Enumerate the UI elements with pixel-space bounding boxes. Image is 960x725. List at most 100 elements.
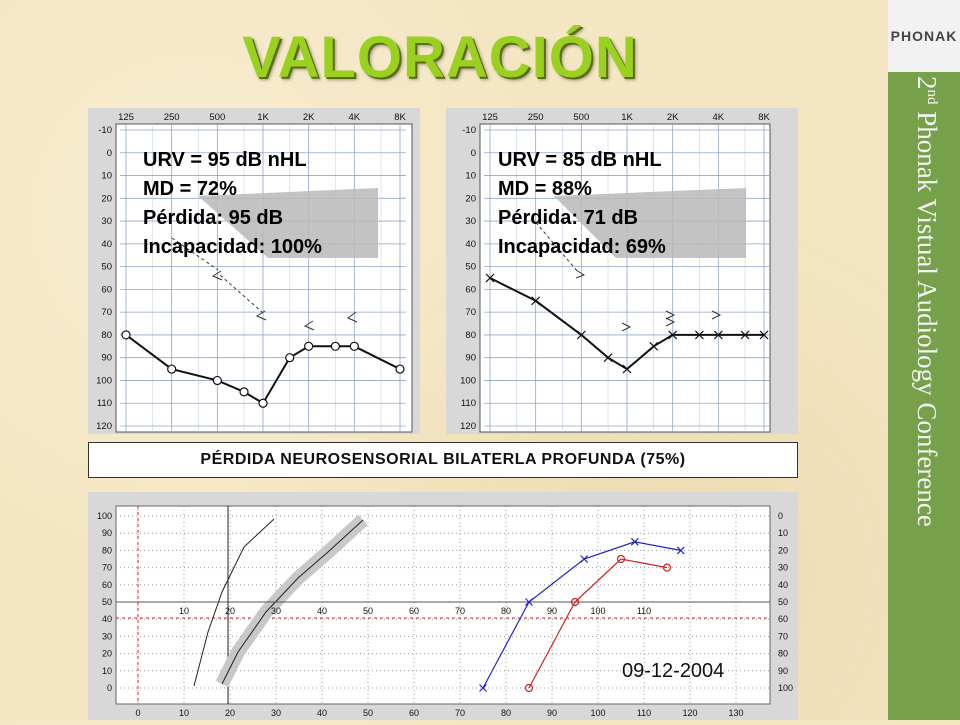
speech-series <box>479 537 685 693</box>
y-left-tick-label: 40 <box>102 614 112 624</box>
y-tick-label: 30 <box>465 216 476 227</box>
audiogram-right-stats: URV = 85 dB nHL MD = 88% Pérdida: 71 dB … <box>498 146 666 262</box>
x-tick-label: 8K <box>394 112 406 123</box>
y-tick-label: 120 <box>460 421 476 432</box>
data-point-circle <box>167 364 177 374</box>
y-tick-label: 100 <box>96 375 112 386</box>
y-right-tick-label: 50 <box>778 597 788 607</box>
data-point-circle <box>570 597 580 607</box>
data-point-x <box>649 341 659 351</box>
x-tick-label: 50 <box>363 708 373 718</box>
bone-marker <box>347 311 358 323</box>
data-point-x <box>630 537 639 546</box>
y-right-tick-label: 10 <box>778 528 788 538</box>
x-tick-label: 120 <box>682 708 697 718</box>
bone-marker <box>255 310 267 321</box>
bone-marker <box>621 322 632 332</box>
page-title: VALORACIÓN <box>242 25 638 90</box>
stat-urv: URV = 85 dB nHL <box>498 149 662 171</box>
x-tick-label: 0 <box>135 708 140 718</box>
x-tick-label: 10 <box>179 708 189 718</box>
y-tick-label: -10 <box>462 125 476 136</box>
stat-perdida: Pérdida: 71 dB <box>498 207 639 229</box>
data-point-x <box>740 330 750 340</box>
audiogram-line <box>125 334 401 405</box>
x-tick-label: 2K <box>303 112 315 123</box>
y-tick-label: 80 <box>465 330 476 341</box>
inner-x-tick-label: 10 <box>179 606 189 616</box>
y-tick-label: 90 <box>101 353 112 364</box>
data-point-circle <box>121 330 131 340</box>
y-right-tick-label: 100 <box>778 683 793 693</box>
data-point-x <box>479 684 487 692</box>
data-point-x <box>759 330 769 340</box>
y-right-tick-label: 40 <box>778 580 788 590</box>
y-tick-label: 60 <box>101 284 112 295</box>
audiogram-left-y-ticks: -10 0 10 20 30 40 50 60 70 80 90 100 110 120 <box>96 125 112 432</box>
conference-title-wrap: 2nd Phonak Vistual Audiology Conference <box>894 76 954 686</box>
data-point-circle <box>616 554 626 564</box>
speech-line <box>528 558 668 689</box>
y-tick-label: 20 <box>465 193 476 204</box>
speech-norm-curves <box>193 514 368 688</box>
y-tick-label: 70 <box>101 307 112 318</box>
bone-marker <box>211 270 223 281</box>
y-tick-label: -10 <box>98 125 112 136</box>
x-tick-label: 125 <box>118 112 134 123</box>
stat-md: MD = 88% <box>498 178 592 200</box>
inner-x-tick-label: 110 <box>637 606 651 616</box>
data-point-circle <box>395 364 405 374</box>
y-tick-label: 70 <box>465 307 476 318</box>
conference-title: 2nd Phonak Vistual Audiology Conference <box>911 76 942 527</box>
y-right-tick-label: 30 <box>778 563 788 573</box>
audiogram-right-panel: 125 250 500 1K 2K 4K 8K -10 0 10 20 30 40 50 60 70 80 90… <box>446 108 798 434</box>
x-tick-label: 2K <box>667 112 679 123</box>
y-right-tick-label: 80 <box>778 649 788 659</box>
y-tick-label: 10 <box>465 171 476 182</box>
inner-x-tick-label: 30 <box>271 606 281 616</box>
x-tick-label: 500 <box>573 112 589 123</box>
x-tick-label: 100 <box>590 708 605 718</box>
inner-x-tick-label: 80 <box>501 606 511 616</box>
y-tick-label: 20 <box>101 193 112 204</box>
stat-incapacidad: Incapacidad: 100% <box>143 236 322 258</box>
audiogram-left-bone-markers <box>171 237 358 331</box>
data-point-x <box>603 353 613 363</box>
audiogram-right-series <box>485 273 769 374</box>
y-tick-label: 100 <box>460 375 476 386</box>
y-right-tick-label: 60 <box>778 614 788 624</box>
conference-sidebar <box>888 0 960 720</box>
inner-x-tick-label: 40 <box>317 606 327 616</box>
y-left-tick-label: 80 <box>102 545 112 555</box>
data-point-x <box>531 296 541 306</box>
bone-marker <box>711 310 722 320</box>
y-tick-label: 0 <box>107 148 112 159</box>
conference-ordinal-suffix: nd <box>924 89 940 105</box>
data-point-circle <box>258 398 268 408</box>
x-tick-label: 1K <box>257 112 269 123</box>
audiogram-right-chart: 125 250 500 1K 2K 4K 8K -10 0 10 20 30 40 50 60 70 80 90… <box>460 112 771 433</box>
x-tick-label: 4K <box>349 112 361 123</box>
y-left-tick-label: 100 <box>97 511 112 521</box>
data-point-x <box>525 598 533 606</box>
y-tick-label: 10 <box>101 171 112 182</box>
date-label: 09-12-2004 <box>622 660 725 682</box>
data-point-x <box>694 330 704 340</box>
stat-perdida: Pérdida: 95 dB <box>143 207 284 229</box>
audiogram-right-shade <box>554 188 746 258</box>
y-tick-label: 40 <box>465 239 476 250</box>
x-tick-label: 20 <box>225 708 235 718</box>
data-point-x <box>713 330 723 340</box>
y-tick-label: 40 <box>101 239 112 250</box>
y-tick-label: 50 <box>465 262 476 273</box>
bone-marker <box>575 269 586 279</box>
inner-x-tick-label: 90 <box>547 606 557 616</box>
y-left-tick-label: 60 <box>102 580 112 590</box>
speech-y-right-ticks: 0 10 20 30 40 50 60 70 80 90 100 <box>778 511 793 693</box>
audiogram-right-y-ticks: -10 0 10 20 30 40 50 60 70 80 90 100 110 120 <box>460 125 476 432</box>
y-left-tick-label: 70 <box>102 563 112 573</box>
inner-x-tick-label: 20 <box>225 606 235 616</box>
x-tick-label: 1K <box>621 112 633 123</box>
diagnosis-banner: PÉRDIDA NEUROSENSORIAL BILATERLA PROFUND… <box>88 442 798 478</box>
audiogram-left-chart: 125 250 500 1K 2K 4K 8K -10 0 10 20 30 40 50 60 70 80 90… <box>96 112 413 433</box>
